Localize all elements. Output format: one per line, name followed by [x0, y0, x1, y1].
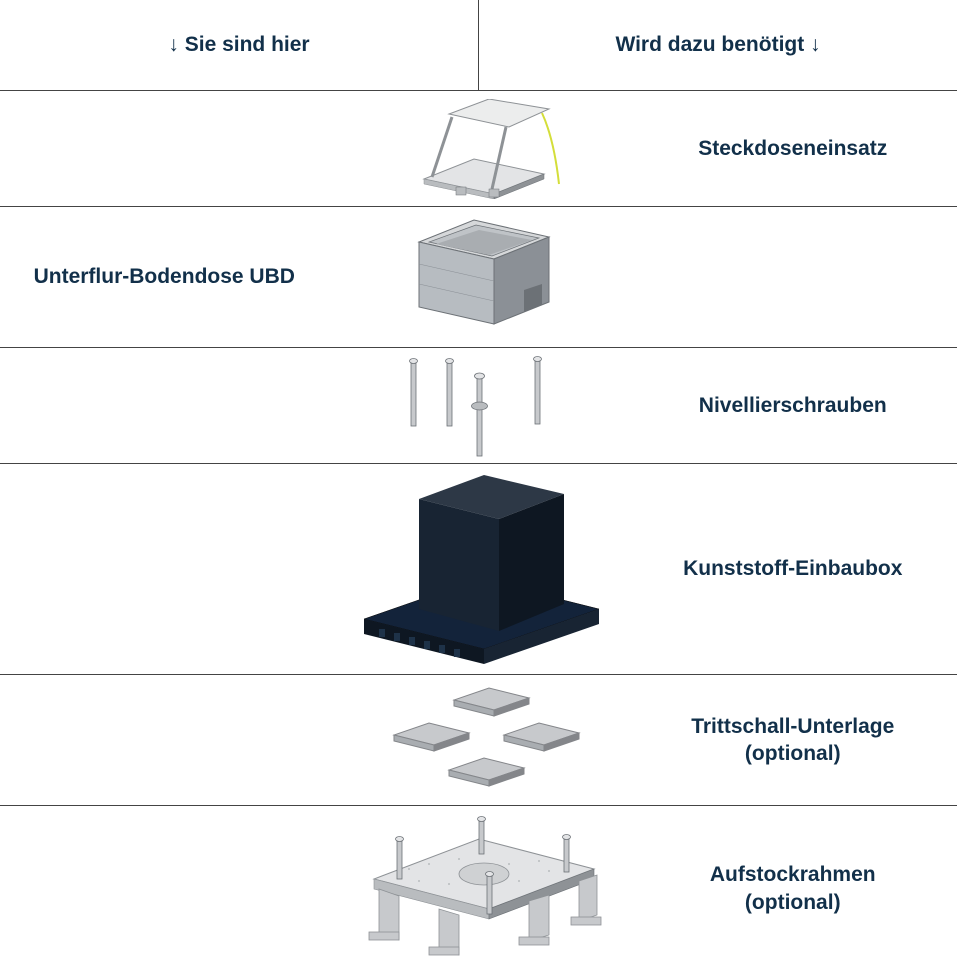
- leveling-screws-icon: [389, 351, 569, 461]
- row-screws: Nivellierschrauben: [0, 348, 957, 464]
- row-ubd-image: [329, 207, 629, 347]
- row-screws-right-label: Nivellierschrauben: [629, 348, 957, 463]
- row-plastic-left-label: [0, 464, 329, 674]
- row-screws-image: [329, 348, 629, 463]
- row-pads-line1: Trittschall-Unterlage(optional): [691, 713, 894, 768]
- row-socket-image: [329, 91, 629, 206]
- row-pads-image: [329, 675, 629, 805]
- row-ubd: Unterflur-Bodendose UBD: [0, 207, 957, 348]
- row-socket-left-label: [0, 91, 329, 206]
- header-left: ↓ Sie sind hier: [0, 0, 479, 90]
- row-pads: Trittschall-Unterlage(optional): [0, 675, 957, 806]
- product-assembly-diagram: ↓ Sie sind hier Wird dazu benötigt ↓: [0, 0, 957, 967]
- extension-frame-icon: [339, 809, 619, 969]
- row-screws-left-label: [0, 348, 329, 463]
- socket-insert-icon: [394, 99, 564, 199]
- header-row: ↓ Sie sind hier Wird dazu benötigt ↓: [0, 0, 957, 91]
- row-frame-left-label: [0, 806, 329, 971]
- row-socket: Steckdoseneinsatz: [0, 91, 957, 207]
- floor-box-icon: [384, 212, 574, 342]
- row-frame-line1: Aufstockrahmen(optional): [710, 861, 876, 916]
- row-plastic-box: Kunststoff-Einbaubox: [0, 464, 957, 675]
- row-pads-right-label: Trittschall-Unterlage(optional): [629, 675, 957, 805]
- row-pads-left-label: [0, 675, 329, 805]
- row-plastic-image: [329, 464, 629, 674]
- header-right-text: Wird dazu benötigt ↓: [615, 33, 820, 57]
- header-left-text: ↓ Sie sind hier: [168, 33, 309, 57]
- row-ubd-left-label: Unterflur-Bodendose UBD: [0, 207, 329, 347]
- row-socket-right-label: Steckdoseneinsatz: [629, 91, 957, 206]
- row-ubd-right-label: [629, 207, 957, 347]
- impact-sound-pads-icon: [369, 680, 589, 800]
- row-frame-image: [329, 806, 629, 971]
- plastic-install-box-icon: [349, 469, 609, 669]
- row-plastic-right-label: Kunststoff-Einbaubox: [629, 464, 957, 674]
- row-frame: Aufstockrahmen(optional): [0, 806, 957, 971]
- row-frame-right-label: Aufstockrahmen(optional): [629, 806, 957, 971]
- header-right: Wird dazu benötigt ↓: [479, 0, 957, 90]
